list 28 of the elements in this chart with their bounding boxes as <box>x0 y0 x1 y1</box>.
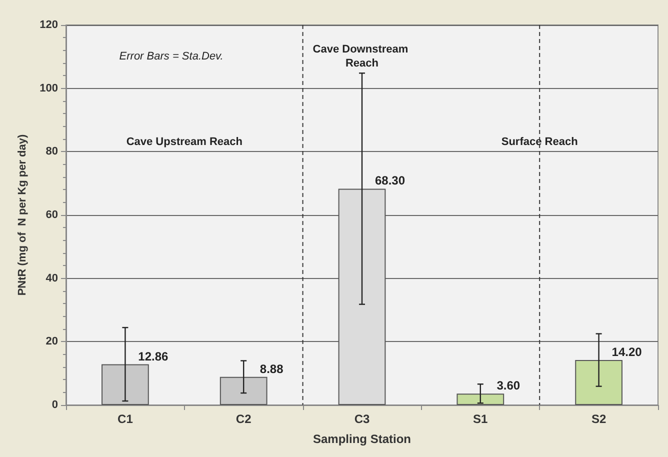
annotation: Cave Upstream Reach <box>126 136 243 148</box>
data-label: 12.86 <box>138 349 169 364</box>
y-axis-title: PNtR (mg of N per Kg per day) <box>16 134 28 296</box>
bar <box>575 360 622 405</box>
data-label: 8.88 <box>260 362 284 376</box>
bar <box>338 188 386 405</box>
y-tick-label: 80 <box>46 146 58 158</box>
x-tick-label: S2 <box>591 412 606 426</box>
x-axis-title: Sampling Station <box>312 432 412 446</box>
data-label: 3.60 <box>496 378 520 393</box>
x-tick-label: S1 <box>473 412 488 426</box>
y-tick-label: 20 <box>46 336 58 348</box>
data-label: 68.30 <box>374 174 406 188</box>
y-tick-label: 60 <box>46 209 58 221</box>
bar <box>220 376 268 405</box>
x-tick-label: C2 <box>236 412 252 426</box>
bar <box>102 364 149 405</box>
x-tick-label: C1 <box>118 412 134 426</box>
bar <box>456 394 504 405</box>
annotation: Cave Downstream Reach <box>312 44 412 70</box>
y-tick-label: 0 <box>52 399 58 411</box>
y-tick-label: 120 <box>40 19 58 31</box>
x-tick-label: C3 <box>354 412 370 426</box>
y-tick-label: 40 <box>46 272 58 284</box>
y-tick-label: 100 <box>40 82 58 94</box>
annotation: Error Bars = Sta.Dev. <box>119 50 224 63</box>
data-label: 14.20 <box>612 345 642 360</box>
annotation: Surface Reach <box>501 136 578 148</box>
